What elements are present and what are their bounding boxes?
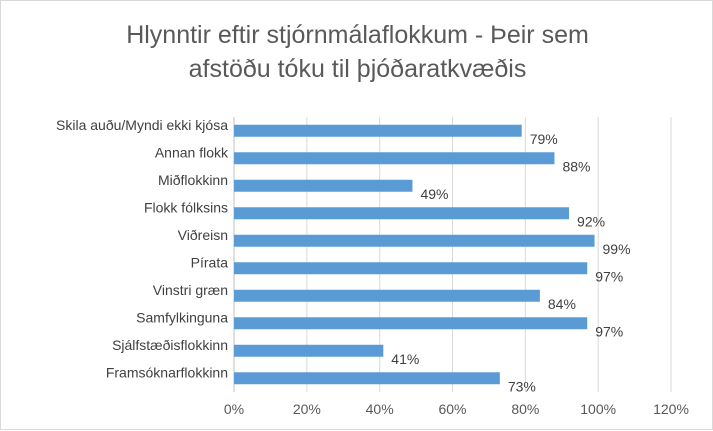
data-label: 73% [508, 378, 536, 394]
category-label: Viðreisn [178, 227, 228, 243]
category-label: Framsóknarflokkinn [106, 364, 228, 380]
x-tick-label: 60% [438, 401, 466, 417]
x-tick-label: 80% [511, 401, 539, 417]
x-tick-label: 100% [580, 401, 616, 417]
data-label: 41% [391, 351, 419, 367]
category-label: Vinstri græn [153, 282, 228, 298]
chart-title-line-2: afstöðu tóku til þjóðaratkvæðis [188, 55, 527, 83]
data-label: 97% [595, 268, 623, 284]
bar [234, 234, 595, 247]
data-label: 84% [548, 296, 576, 312]
category-label: Flokk fólksins [144, 199, 228, 215]
x-tick-label: 40% [366, 401, 394, 417]
x-tick-label: 20% [293, 401, 321, 417]
bar [234, 372, 500, 385]
bar [234, 262, 588, 275]
bar [234, 289, 540, 302]
data-label: 92% [577, 213, 605, 229]
data-label: 79% [530, 131, 558, 147]
category-label: Sjálfstæðisflokkinn [112, 337, 228, 353]
x-tick-label: 120% [653, 401, 689, 417]
category-label: Samfylkinguna [136, 309, 228, 325]
category-label: Pírata [191, 254, 229, 270]
category-label: Miðflokkinn [158, 172, 228, 188]
bar [234, 317, 588, 330]
bar [234, 207, 570, 220]
bar [234, 124, 522, 137]
x-tick-label: 0% [224, 401, 244, 417]
chart-title-line-1: Hlynntir eftir stjórnmálaflokkum - Þeir … [126, 21, 589, 49]
bar [234, 344, 384, 357]
data-label: 49% [420, 186, 448, 202]
data-label: 99% [603, 241, 631, 257]
category-label: Annan flokk [155, 144, 229, 160]
data-label: 88% [562, 158, 590, 174]
category-label: Skila auðu/Myndi ekki kjósa [56, 117, 228, 133]
bar [234, 179, 413, 192]
data-label: 97% [595, 323, 623, 339]
bar [234, 152, 555, 165]
